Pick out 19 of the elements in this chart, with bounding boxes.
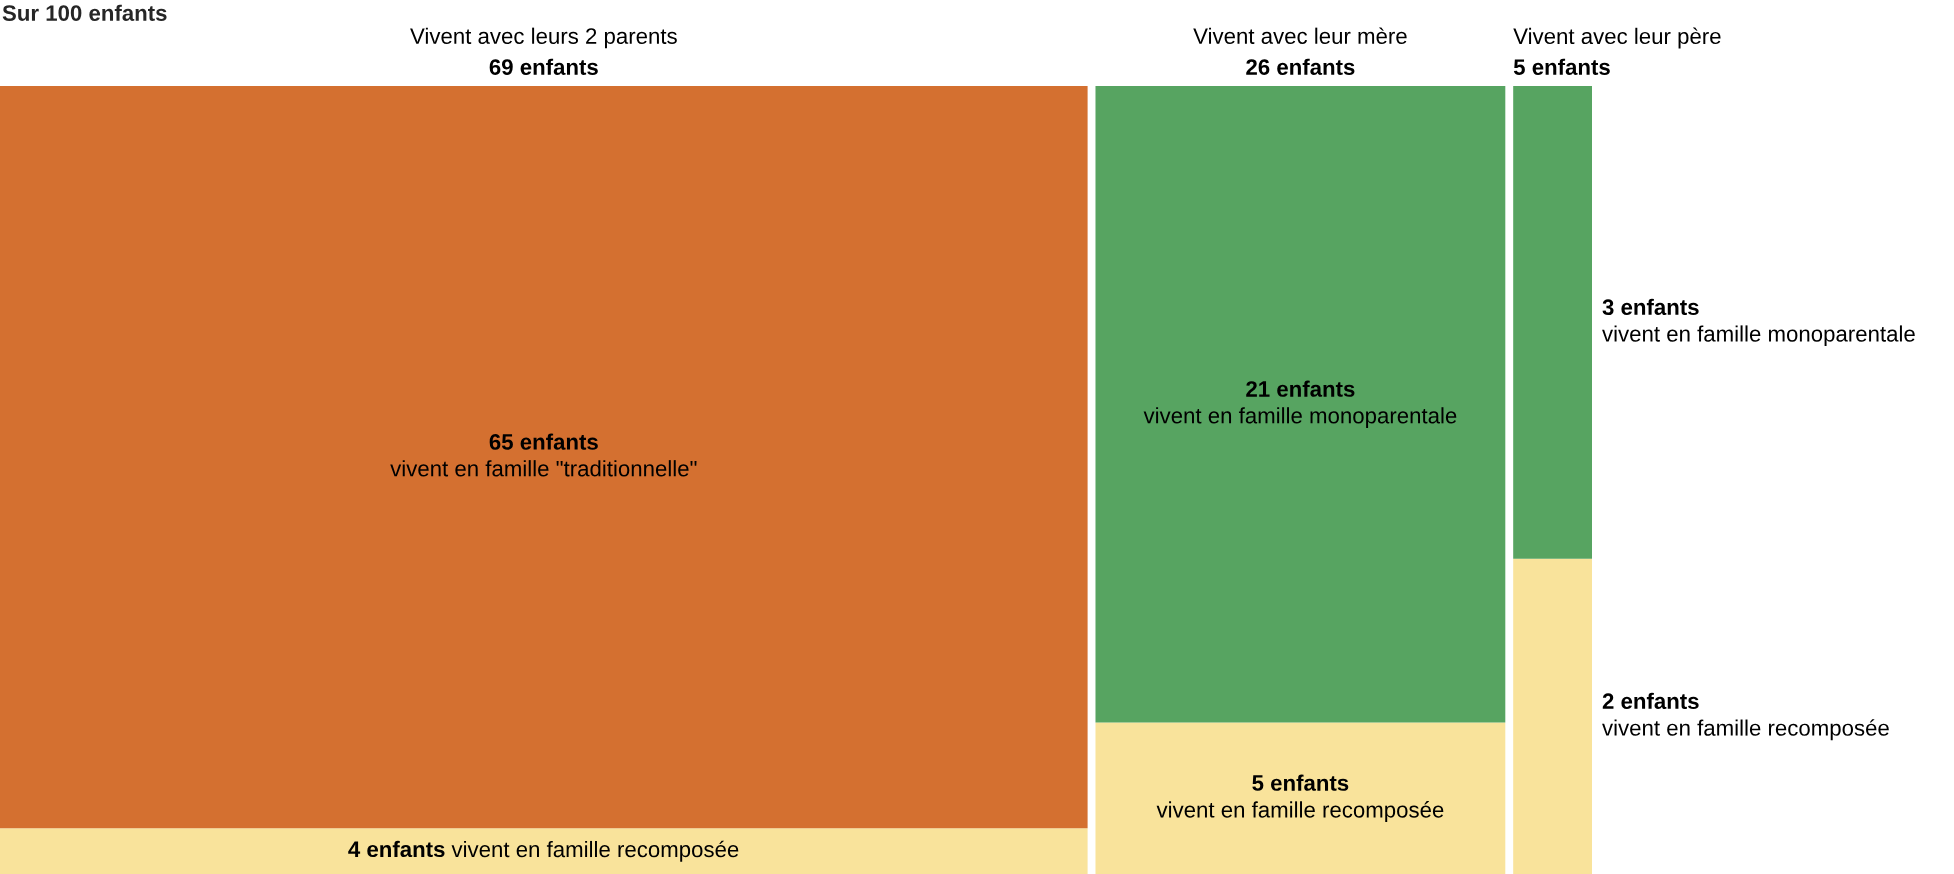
data-label: 69 enfants xyxy=(489,58,598,75)
data-label: 4 enfants xyxy=(348,840,445,858)
text: vivent en famille recomposée xyxy=(1156,801,1444,823)
category-label: Vivent avec leurs 2 parents xyxy=(410,27,677,49)
text: vivent en famille recomposée xyxy=(1602,719,1889,741)
data-label: 5 enfants xyxy=(1252,774,1349,791)
data-label: 65 enfants xyxy=(489,433,598,450)
category-label: Vivent avec leur mère xyxy=(1193,27,1407,44)
data-label: 2 enfants xyxy=(1602,692,1699,710)
series-label: vivent en famille monoparentale xyxy=(1143,407,1457,428)
data-label: 5 enfants xyxy=(1513,58,1610,75)
series-label: vivent en famille recomposée xyxy=(451,840,739,862)
data-label: 26 enfants xyxy=(1246,58,1355,75)
series-label: vivent en famille "traditionnelle" xyxy=(390,460,697,477)
text: vivent en famille monoparentale xyxy=(1602,325,1915,347)
data-label: 21 enfants xyxy=(1246,380,1355,397)
text: Sur 100 enfants xyxy=(2,4,167,21)
data-label: 3 enfants xyxy=(1602,298,1699,316)
category-label: Vivent avec leur père xyxy=(1513,27,1721,49)
